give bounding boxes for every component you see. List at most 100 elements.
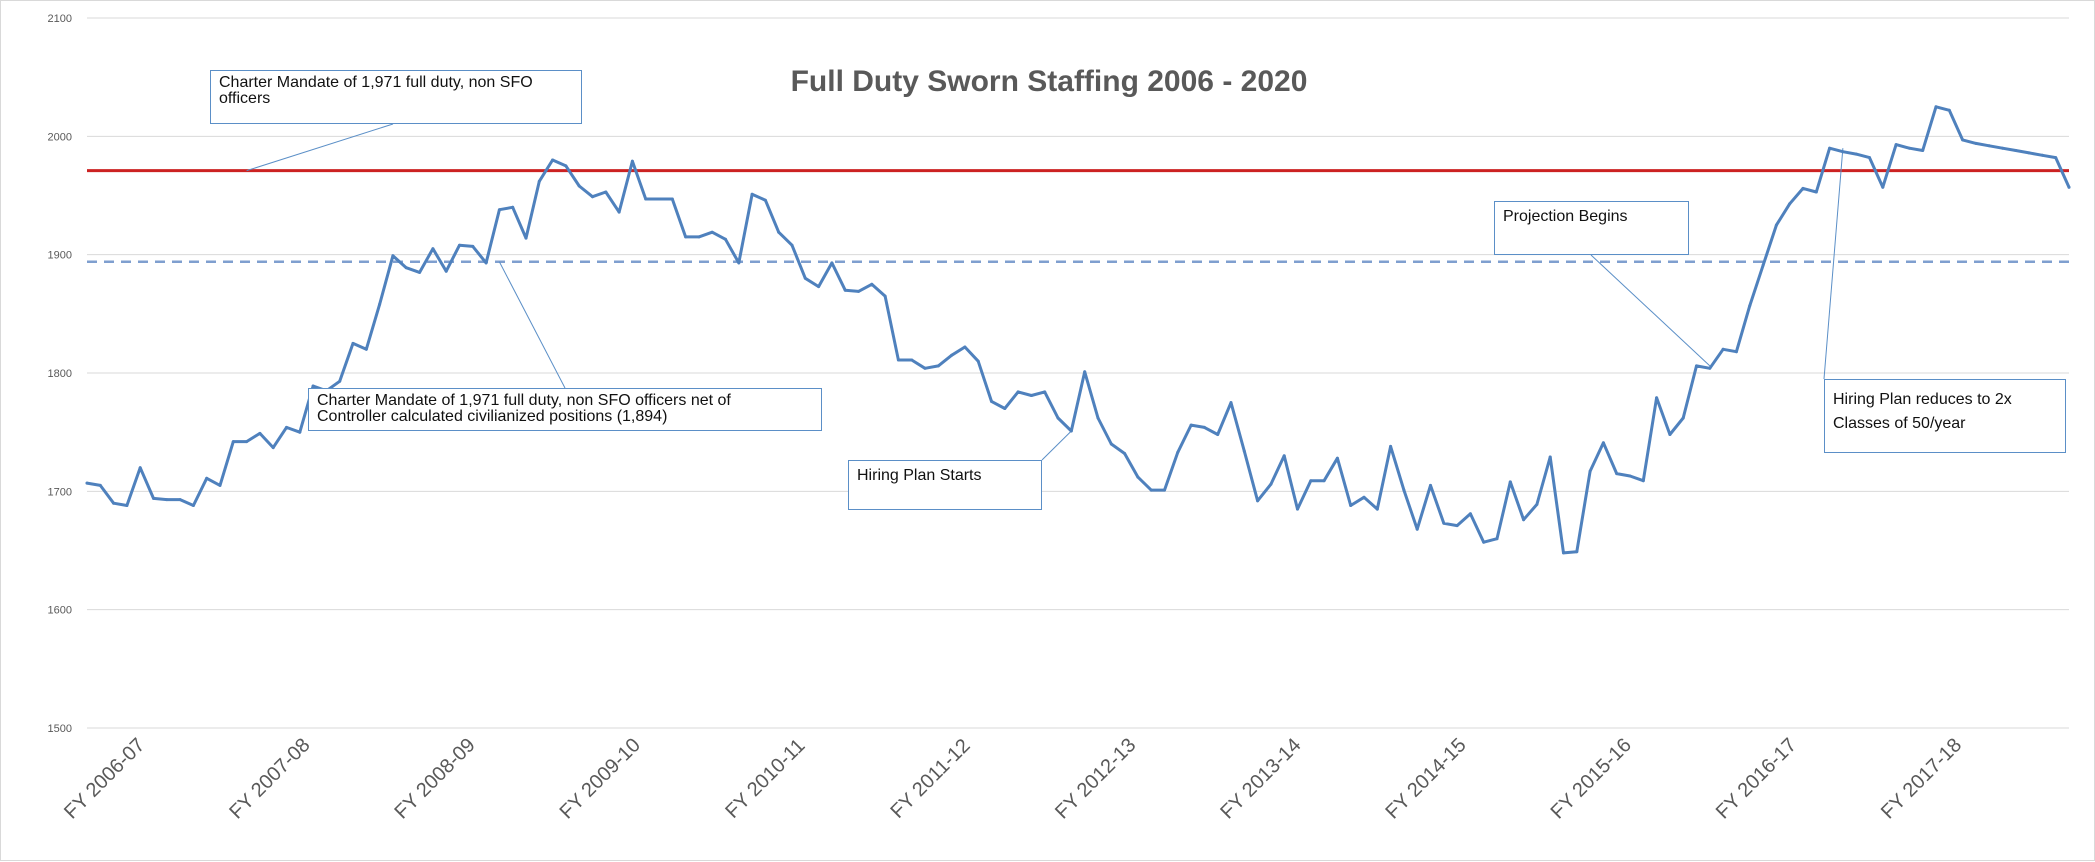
data-point bbox=[830, 261, 834, 265]
data-point bbox=[963, 345, 967, 349]
data-point bbox=[1548, 455, 1552, 459]
data-point bbox=[843, 288, 847, 292]
annotation-text: Classes of 50/year bbox=[1833, 415, 1966, 432]
data-point bbox=[1535, 502, 1539, 506]
annotation-text: Charter Mandate of 1,971 full duty, non … bbox=[317, 392, 731, 409]
data-point bbox=[1575, 550, 1579, 554]
data-point bbox=[1056, 416, 1060, 420]
data-point bbox=[497, 208, 501, 212]
data-point bbox=[670, 197, 674, 201]
data-point bbox=[1974, 141, 1978, 145]
data-point bbox=[191, 504, 195, 507]
data-point bbox=[591, 195, 594, 199]
data-point bbox=[231, 440, 235, 444]
x-tick-label: FY 2013-14 bbox=[1216, 734, 1305, 823]
data-point bbox=[484, 261, 488, 265]
data-point bbox=[1269, 482, 1273, 486]
data-point bbox=[458, 243, 461, 247]
data-point bbox=[524, 236, 528, 240]
x-tick-label: FY 2017-18 bbox=[1877, 734, 1966, 823]
data-point bbox=[724, 237, 727, 241]
data-point bbox=[990, 399, 993, 403]
x-tick-label: FY 2016-17 bbox=[1712, 734, 1801, 823]
data-point bbox=[1003, 407, 1007, 410]
data-point bbox=[1415, 527, 1419, 531]
annotation-text: Projection Begins bbox=[1503, 208, 1628, 225]
data-point bbox=[1615, 472, 1619, 476]
data-point bbox=[604, 190, 608, 194]
annotation-text: officers bbox=[219, 90, 271, 107]
series-line-staffing bbox=[85, 105, 2071, 555]
data-point bbox=[1242, 449, 1246, 453]
data-point bbox=[777, 230, 781, 234]
data-point bbox=[165, 498, 169, 502]
data-point bbox=[1508, 480, 1512, 484]
data-point bbox=[2040, 153, 2044, 157]
data-point bbox=[2054, 156, 2058, 160]
data-point bbox=[1322, 479, 1326, 483]
data-point bbox=[364, 347, 368, 351]
data-point bbox=[1934, 105, 1938, 109]
data-point bbox=[2027, 151, 2031, 155]
data-point bbox=[1495, 537, 1499, 541]
data-point bbox=[271, 446, 275, 450]
y-tick-label: 1700 bbox=[48, 486, 72, 498]
x-tick-label: FY 2012-13 bbox=[1051, 734, 1140, 823]
data-point bbox=[1402, 488, 1406, 492]
annotation-text: Hiring Plan reduces to 2x bbox=[1833, 391, 2012, 408]
series bbox=[85, 105, 2071, 555]
data-point bbox=[1828, 146, 1832, 150]
data-point bbox=[511, 205, 515, 209]
data-point bbox=[1921, 149, 1925, 152]
data-point bbox=[152, 496, 155, 500]
annotation-charter-mandate: Charter Mandate of 1,971 full duty, non … bbox=[210, 70, 582, 124]
data-point bbox=[1907, 146, 1911, 150]
data-point bbox=[138, 466, 142, 470]
y-tick-label: 1500 bbox=[48, 723, 72, 735]
data-point bbox=[617, 210, 621, 214]
data-point bbox=[112, 501, 116, 505]
data-point bbox=[936, 364, 940, 368]
annotation-leader-line bbox=[1823, 148, 1844, 380]
data-point bbox=[1814, 190, 1818, 194]
data-point bbox=[1029, 394, 1033, 397]
data-point bbox=[750, 192, 754, 196]
x-tick-label: FY 2007-08 bbox=[225, 734, 314, 823]
data-point bbox=[98, 483, 102, 487]
data-point bbox=[1961, 138, 1965, 142]
data-point bbox=[710, 230, 714, 234]
data-point bbox=[351, 341, 355, 345]
data-point bbox=[178, 498, 182, 502]
data-point bbox=[1774, 223, 1778, 227]
annotation-leader-line bbox=[1590, 254, 1711, 367]
data-point bbox=[258, 431, 262, 435]
data-point bbox=[1522, 518, 1526, 522]
data-point bbox=[1761, 263, 1765, 267]
data-point bbox=[1987, 144, 1991, 148]
data-point bbox=[896, 358, 900, 362]
x-tick-label: FY 2010-11 bbox=[721, 735, 809, 823]
data-point bbox=[418, 270, 422, 274]
annotation-leaders bbox=[246, 123, 1844, 461]
data-point bbox=[1335, 456, 1339, 460]
data-point bbox=[2001, 146, 2004, 150]
annotation-text: Controller calculated civilianized posit… bbox=[317, 408, 668, 425]
data-point bbox=[870, 282, 874, 286]
data-point bbox=[471, 244, 475, 248]
data-point bbox=[1136, 475, 1140, 479]
data-point bbox=[1296, 507, 1299, 511]
data-point bbox=[763, 198, 767, 202]
y-tick-label: 1900 bbox=[48, 250, 72, 262]
data-point bbox=[1176, 450, 1180, 454]
x-axis-ticks: FY 2006-07 FY 2007-08 FY 2008-09 FY 2009-10… bbox=[60, 734, 1966, 823]
data-point bbox=[391, 254, 395, 258]
data-point bbox=[1282, 454, 1286, 458]
x-tick-label: FY 2015-16 bbox=[1547, 734, 1636, 823]
data-point bbox=[1668, 433, 1672, 436]
data-point bbox=[1309, 479, 1313, 483]
chart-title: Full Duty Sworn Staffing 2006 - 2020 bbox=[791, 65, 1308, 98]
data-point bbox=[1189, 423, 1193, 427]
y-tick-label: 1800 bbox=[48, 368, 72, 380]
